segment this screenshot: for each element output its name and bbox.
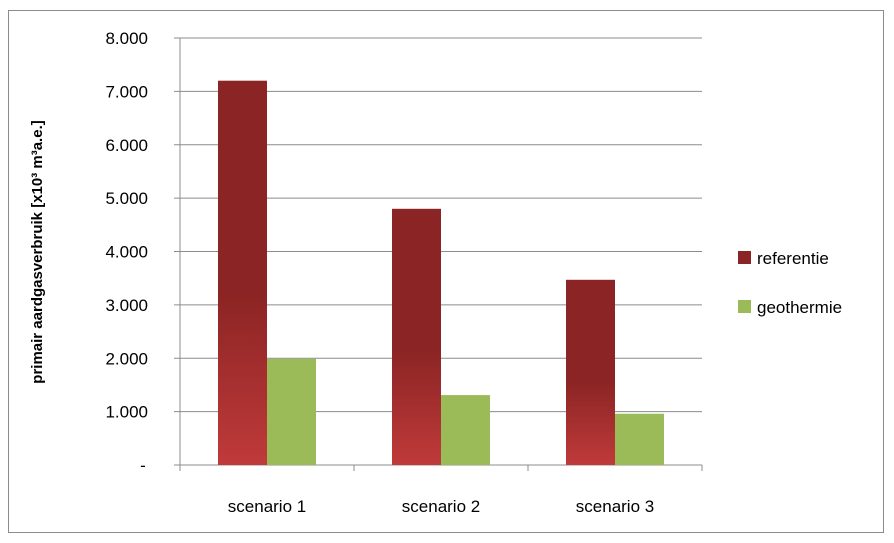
y-tick-label: 8.000 (105, 29, 148, 48)
y-tick-label: 2.000 (105, 349, 148, 368)
y-tick-label: - (140, 456, 146, 475)
x-tick-label: scenario 3 (576, 497, 654, 516)
legend-swatch-referentie (738, 251, 751, 264)
x-tick-label: scenario 2 (402, 497, 480, 516)
tick-labels: - 1.000 2.000 3.000 4.000 5.000 6.000 7.000 8.00… (105, 29, 654, 516)
legend-label-geothermie: geothermie (757, 298, 842, 317)
bar-geothermie-1 (267, 358, 316, 465)
bar-geothermie-2 (441, 395, 490, 465)
y-axis-label: primair aardgasverbruik [x10³ m³a.e.] (29, 120, 46, 383)
y-tick-label: 5.000 (105, 189, 148, 208)
bar-referentie-3 (566, 279, 615, 465)
legend-swatch-geothermie (738, 300, 751, 313)
bar-referentie-2 (392, 208, 441, 466)
bar-geothermie-3 (615, 413, 664, 465)
bar-referentie-1 (218, 80, 267, 465)
y-tick-label: 1.000 (105, 403, 148, 422)
legend-label-referentie: referentie (757, 249, 829, 268)
y-tick-label: 7.000 (105, 82, 148, 101)
bars (218, 80, 664, 466)
x-tick-label: scenario 1 (228, 497, 306, 516)
y-tick-label: 4.000 (105, 243, 148, 262)
y-tick-label: 6.000 (105, 136, 148, 155)
y-tick-label: 3.000 (105, 296, 148, 315)
legend: referentie geothermie (738, 249, 842, 317)
